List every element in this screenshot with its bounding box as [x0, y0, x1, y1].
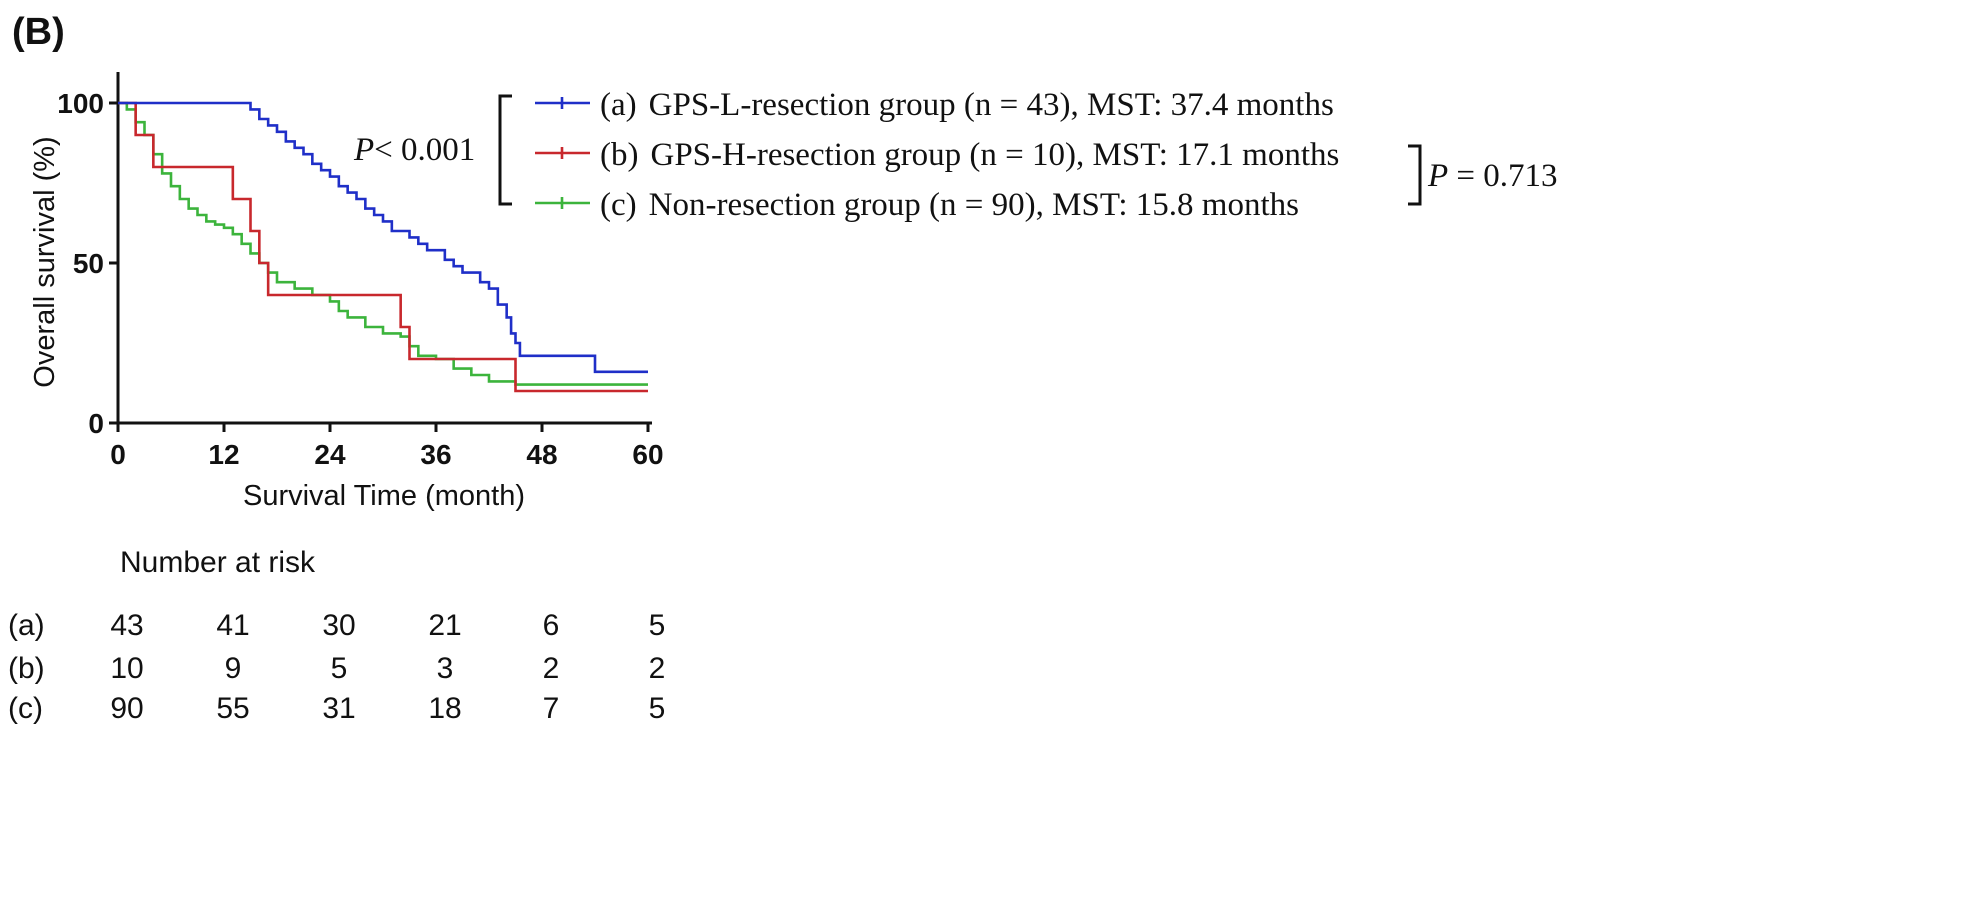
legend-items: (a) GPS-L-resection group (n = 43), MST: … — [535, 87, 1339, 223]
risk-value: 5 — [331, 652, 348, 685]
y-tick-label: 50 — [73, 248, 104, 279]
risk-value: 31 — [322, 692, 355, 725]
p-value-b-vs-c: P = 0.713 — [1427, 158, 1558, 194]
legend-bracket-right — [1408, 144, 1422, 206]
legend-series-id: (b) — [600, 137, 638, 173]
legend-series-text: Non-resection group (n = 90), MST: 15.8 … — [649, 187, 1299, 223]
x-tick-label: 48 — [526, 439, 557, 470]
panel-label: (B) — [12, 11, 65, 53]
risk-table-title: Number at risk — [120, 546, 316, 579]
risk-value: 5 — [649, 609, 666, 642]
risk-value: 9 — [225, 652, 242, 685]
risk-value: 55 — [216, 692, 249, 725]
legend-series-text: GPS-L-resection group (n = 43), MST: 37.… — [649, 87, 1334, 123]
risk-rows: (a) 43 41 30 21 6 5 (b) 10 9 5 3 2 2 (c) 90 55 31 18 7 5 — [8, 609, 665, 725]
x-tick-label: 12 — [208, 439, 239, 470]
risk-row-label: (b) — [8, 652, 45, 685]
y-axis-label: Overall survival (%) — [29, 136, 61, 387]
legend: (a) GPS-L-resection group (n = 43), MST: … — [353, 87, 1558, 223]
risk-value: 30 — [322, 609, 355, 642]
risk-value: 2 — [649, 652, 666, 685]
legend-series-id: (c) — [600, 187, 637, 223]
legend-bracket-left — [498, 94, 512, 206]
risk-value: 3 — [437, 652, 454, 685]
p-value-overall: P< 0.001 — [353, 132, 475, 168]
risk-value: 21 — [428, 609, 461, 642]
risk-value: 2 — [543, 652, 560, 685]
x-tick-label: 36 — [420, 439, 451, 470]
risk-row-label: (c) — [8, 692, 43, 725]
risk-value: 41 — [216, 609, 249, 642]
y-tick-label: 0 — [88, 408, 104, 439]
risk-table: Number at risk (a) 43 41 30 21 6 5 (b) 10 9 5 3 2 2 (c… — [8, 546, 665, 725]
plot-area: 0 50 100 0 12 24 36 48 60 — [57, 72, 664, 470]
x-tick-label: 24 — [314, 439, 346, 470]
risk-value: 18 — [428, 692, 461, 725]
legend-label-a: (a) GPS-L-resection group (n = 43), MST: … — [600, 87, 1334, 123]
curve-a — [118, 101, 648, 374]
risk-value: 10 — [110, 652, 143, 685]
risk-value: 43 — [110, 609, 143, 642]
x-tick-label: 60 — [632, 439, 663, 470]
y-ticks: 0 50 100 — [57, 88, 118, 439]
legend-series-text: GPS-H-resection group (n = 10), MST: 17.… — [650, 137, 1339, 173]
legend-label-c: (c) Non-resection group (n = 90), MST: 15… — [600, 187, 1299, 223]
x-axis-label: Survival Time (month) — [243, 480, 525, 512]
x-ticks: 0 12 24 36 48 60 — [110, 423, 664, 470]
risk-value: 7 — [543, 692, 560, 725]
risk-value: 5 — [649, 692, 666, 725]
legend-series-id: (a) — [600, 87, 637, 123]
survival-curves — [118, 101, 648, 393]
risk-row-label: (a) — [8, 609, 45, 642]
curve-b — [118, 101, 648, 393]
y-tick-label: 100 — [57, 88, 104, 119]
risk-value: 6 — [543, 609, 560, 642]
x-tick-label: 0 — [110, 439, 126, 470]
risk-value: 90 — [110, 692, 143, 725]
legend-label-b: (b) GPS-H-resection group (n = 10), MST: … — [600, 137, 1339, 173]
